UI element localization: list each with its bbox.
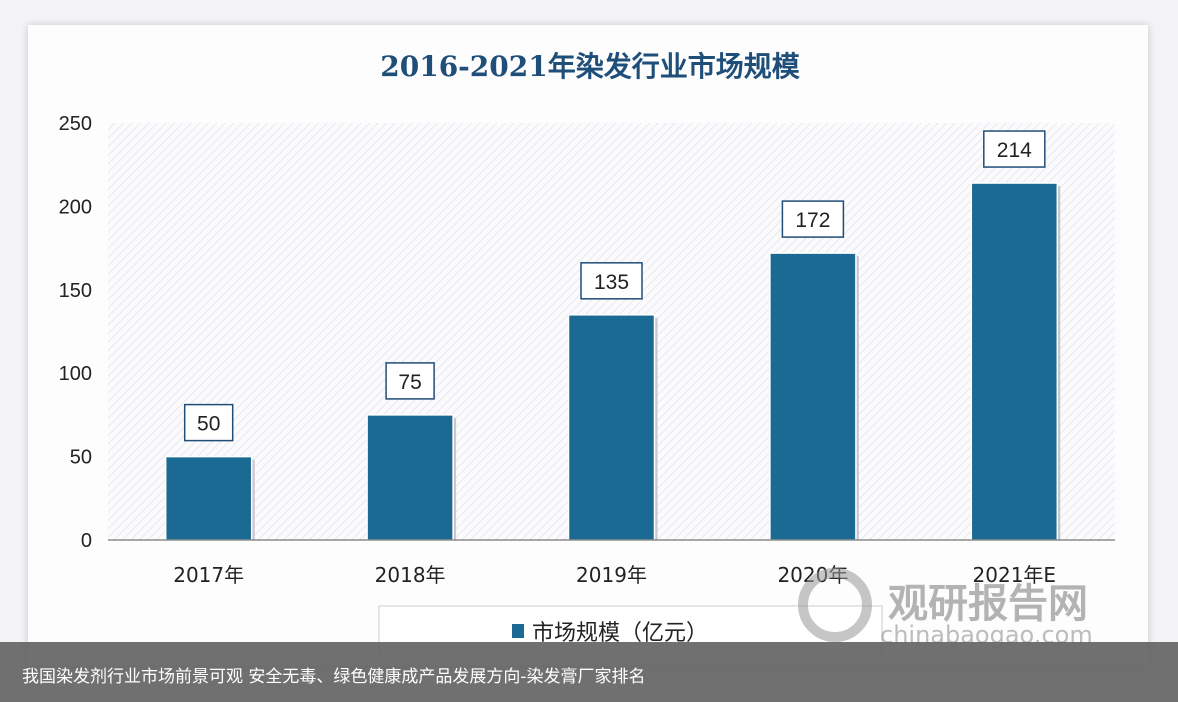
- caption-text: 我国染发剂行业市场前景可观 安全无毒、绿色健康成产品发展方向-染发膏厂家排名: [22, 667, 646, 687]
- x-tick-label: 2018年: [375, 563, 446, 587]
- data-label: 50: [197, 413, 220, 436]
- bar: [164, 455, 253, 541]
- y-tick-label: 50: [70, 447, 92, 469]
- svg-text:观研报告网: 观研报告网: [888, 581, 1088, 627]
- y-tick-label: 200: [59, 196, 92, 218]
- x-tick-label: 2017年: [173, 563, 244, 587]
- caption-bar: 我国染发剂行业市场前景可观 安全无毒、绿色健康成产品发展方向-染发膏厂家排名: [0, 642, 1178, 702]
- chart-title: 2016-2021年染发行业市场规模: [380, 50, 800, 83]
- y-tick-label: 150: [59, 280, 92, 302]
- data-label-box: [781, 200, 845, 238]
- data-label-box: [983, 130, 1046, 168]
- bar: [567, 314, 656, 541]
- y-tick-label: 0: [81, 530, 92, 552]
- y-tick-label: 100: [59, 363, 92, 385]
- legend-label: 市场规模（亿元）: [532, 621, 708, 646]
- bar: [366, 414, 454, 541]
- data-label: 135: [594, 271, 629, 294]
- data-label: 75: [398, 371, 421, 394]
- x-tick-label: 2021年E: [973, 563, 1057, 587]
- data-label: 214: [997, 139, 1032, 162]
- bar: [769, 252, 857, 541]
- data-label-box: [385, 362, 435, 400]
- x-tick-label: 2019年: [576, 563, 647, 587]
- data-label-box: [183, 403, 234, 442]
- data-label-box: [580, 262, 643, 300]
- data-label: 172: [795, 209, 830, 232]
- bar: [970, 182, 1059, 541]
- legend-swatch: [512, 624, 524, 638]
- y-tick-label: 250: [59, 113, 92, 135]
